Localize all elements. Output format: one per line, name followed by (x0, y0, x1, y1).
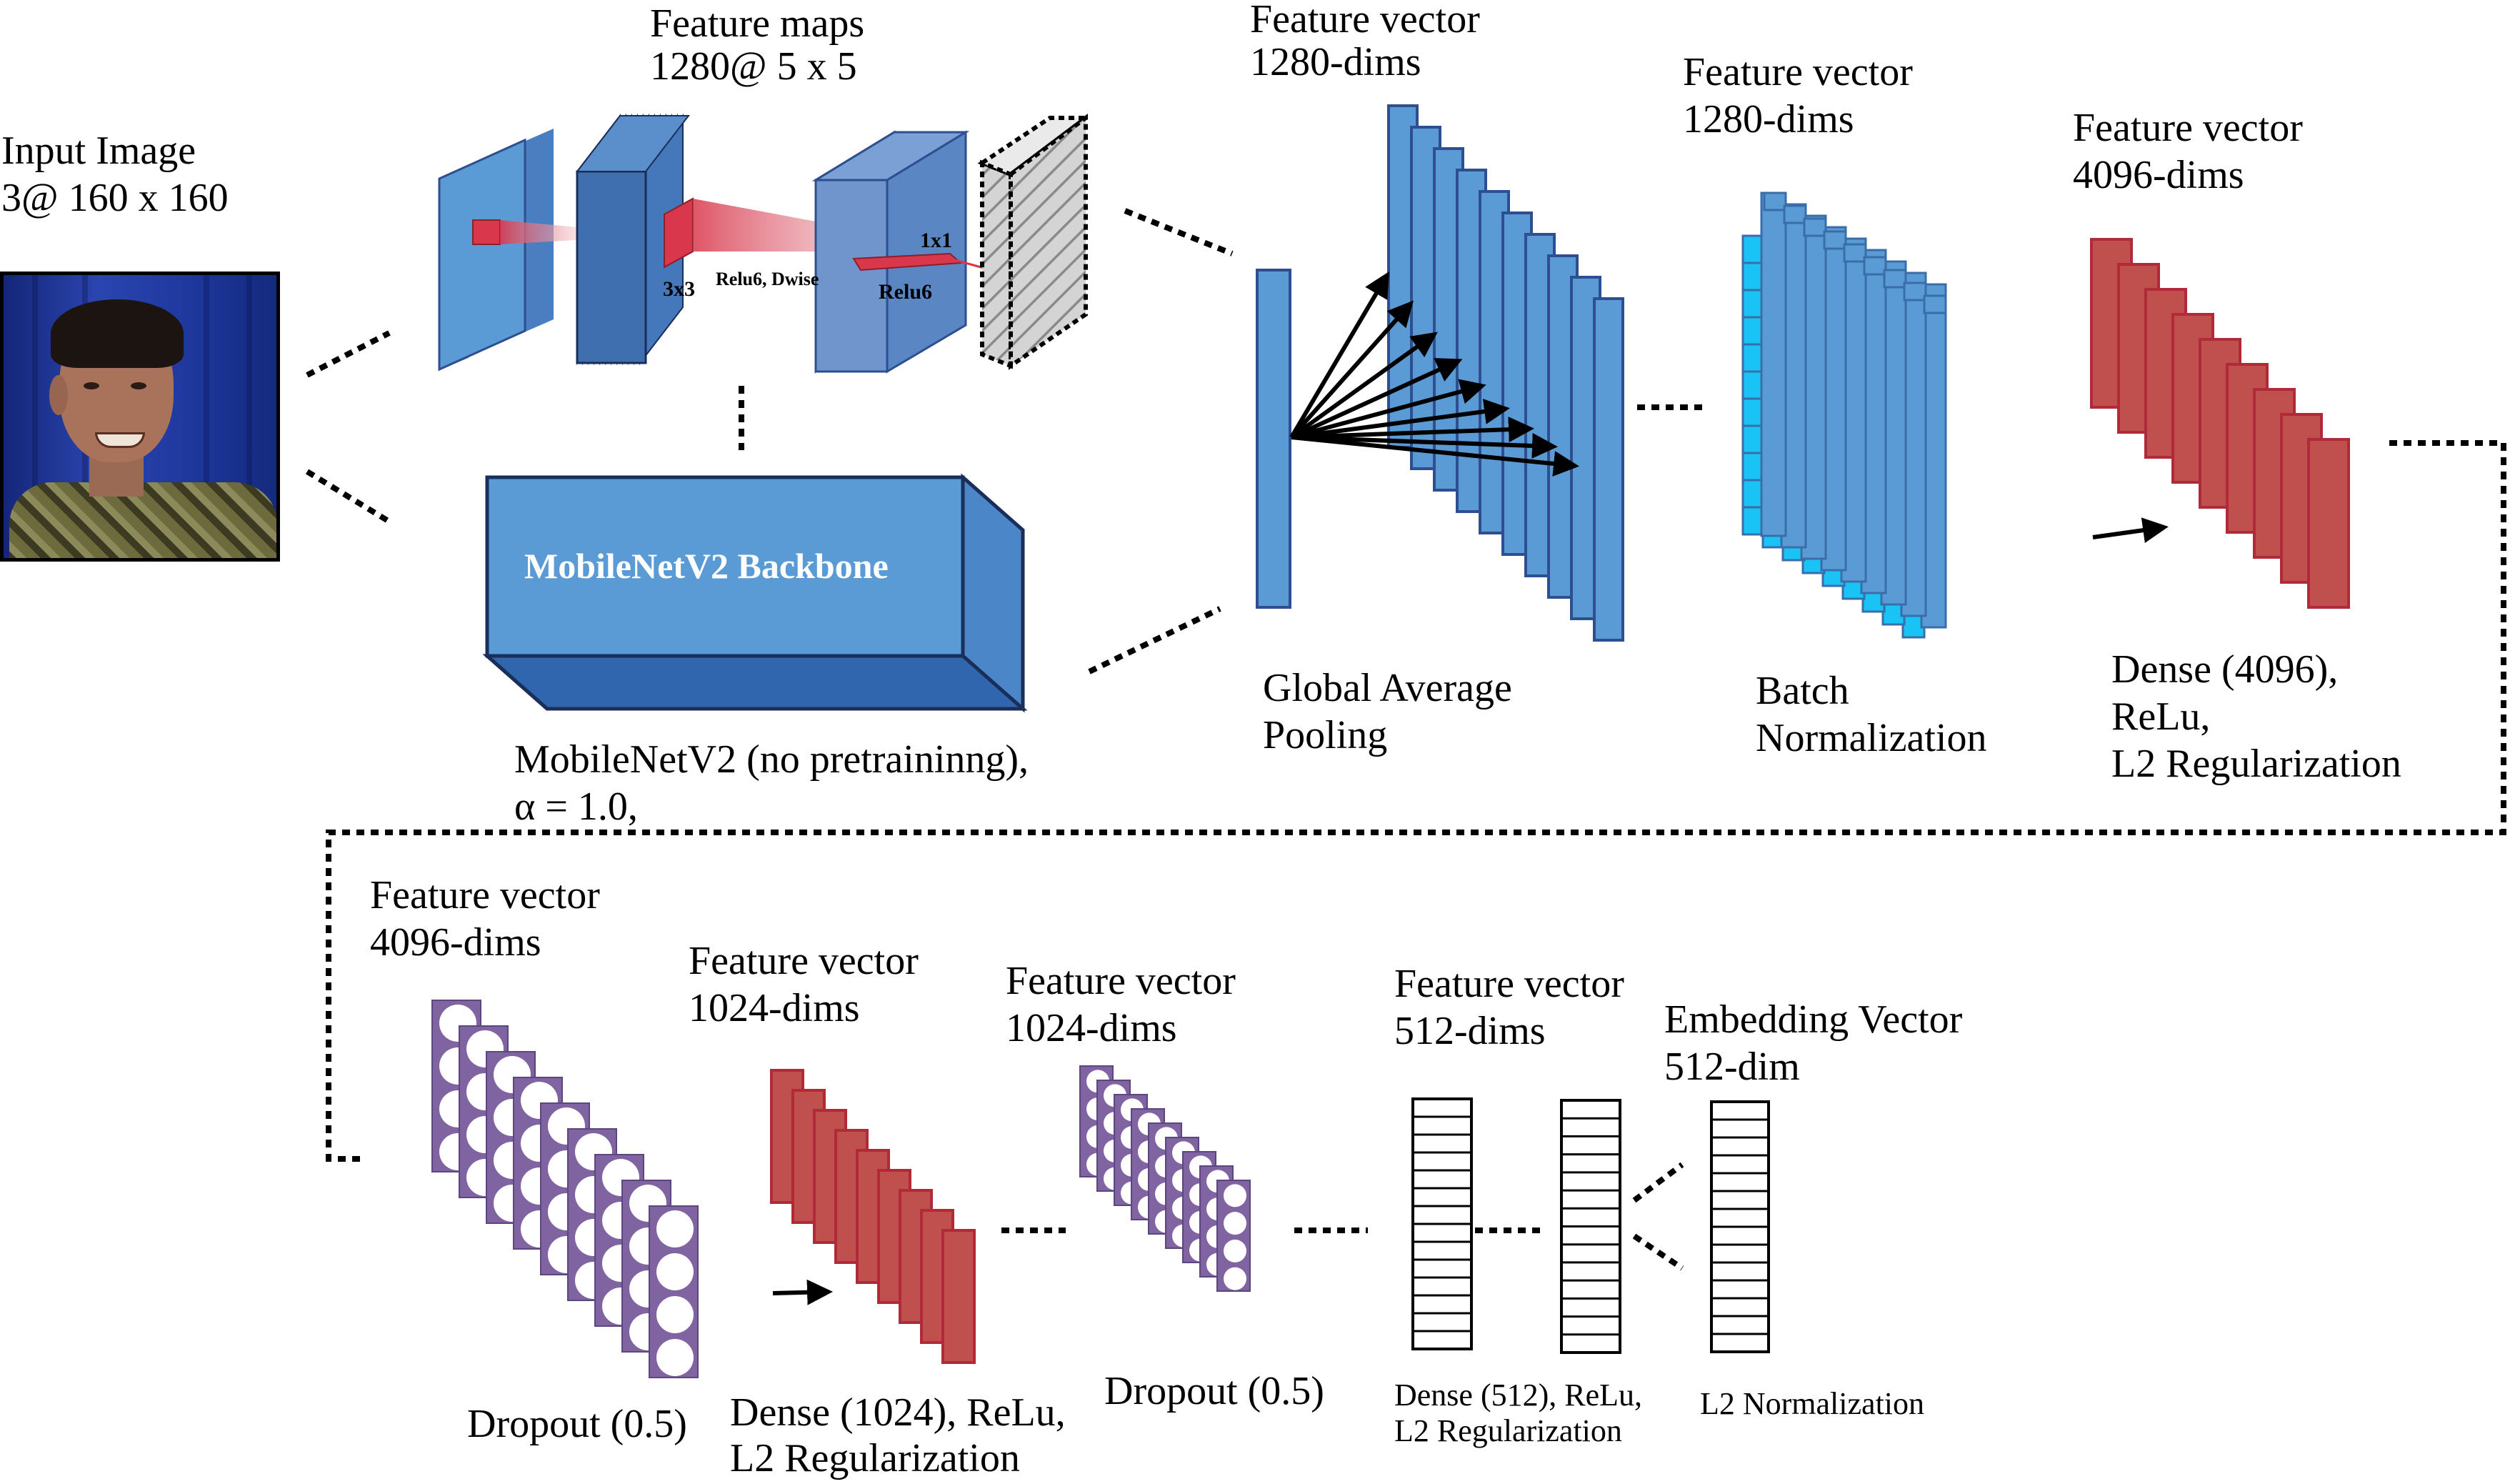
dense1024-stack (770, 1069, 976, 1364)
dropout-card (594, 1154, 644, 1327)
dropout-neuron (1224, 1239, 1246, 1263)
feature-maps-size: 1280@ 5 x 5 (650, 44, 857, 89)
dropout-neuron (656, 1210, 694, 1248)
dropout2-stage (1079, 1065, 1251, 1292)
dense1024-caption-line1: Dense (1024), ReLu, (730, 1390, 1066, 1435)
bn-top-cell (1883, 269, 1907, 289)
dense4096-caption-line3: L2 Regularization (2111, 742, 2401, 786)
dense512-caption-line1: Dense (512), ReLu, (1394, 1378, 1643, 1413)
bn-column (1741, 191, 1787, 537)
dropout1-stage (431, 1000, 699, 1378)
dense512-caption-line2: L2 Regularization (1394, 1413, 1622, 1448)
connector-input-to-featuremaps (306, 330, 391, 378)
dense1024-caption-line2: L2 Regularization (730, 1436, 1020, 1480)
dense4096-caption-line2: ReLu, (2111, 694, 2211, 739)
bn-dims: 1280-dims (1683, 97, 1854, 141)
dense4096-title: Feature vector (2073, 106, 2303, 150)
bn-top-cell (1803, 217, 1827, 237)
gap-dims: 1280-dims (1250, 40, 1421, 84)
embedding-caption: L2 Normalization (1700, 1386, 1925, 1421)
bn-top-cell (1863, 256, 1887, 276)
dense4096-stage (2090, 238, 2350, 609)
dropout1-caption: Dropout (0.5) (467, 1402, 687, 1446)
bn-title: Feature vector (1683, 50, 1913, 94)
bn-top-cell (1783, 204, 1807, 224)
label-3x3: 3x3 (663, 277, 695, 301)
dropout-neuron (656, 1339, 694, 1376)
dense4096-stack (2090, 238, 2350, 609)
gap-title: Feature vector (1250, 0, 1480, 41)
dropout1-title: Feature vector (370, 873, 600, 917)
backbone-box (482, 473, 1028, 713)
input-image (0, 272, 280, 562)
backbone-box-label: MobileNetV2 Backbone (524, 546, 889, 586)
bn-top-cell (1843, 243, 1867, 263)
dropout2-title: Feature vector (1006, 959, 1236, 1003)
kernel-1x1 (852, 252, 963, 272)
bn-stage (1741, 191, 1947, 639)
bn-caption-line1: Batch (1756, 669, 1849, 713)
dense4096-dims: 4096-dims (2073, 153, 2244, 197)
dense1024-stage (770, 1069, 976, 1364)
dropout1-dims: 4096-dims (370, 920, 541, 965)
connector-dense512-to-embedding-lower (1632, 1233, 1684, 1271)
bn-top-cell (1823, 230, 1847, 250)
gap-arrows (1289, 271, 1579, 477)
connector-input-to-backbone (305, 469, 391, 524)
embedding-title: Embedding Vector (1664, 997, 1963, 1042)
connector-row1-to-row2 (326, 440, 2506, 1162)
connector-featuremaps-to-gap (1124, 208, 1234, 257)
connectors (305, 208, 2506, 1271)
dense4096-caption-line1: Dense (4096), (2111, 647, 2339, 692)
embedding-dims: 512-dim (1664, 1045, 1800, 1089)
dropout-card (1216, 1180, 1251, 1292)
gap-vector-stack (1387, 104, 1624, 642)
input-size: 3@ 160 x 160 (1, 176, 229, 220)
dense512-title: Feature vector (1394, 962, 1624, 1006)
gap-stage (1256, 104, 1624, 642)
backbone-caption-line2: α = 1.0, (514, 785, 638, 829)
backbone-box-front (485, 475, 965, 658)
dense1024-title: Feature vector (689, 939, 919, 983)
feature-maps-title: Feature maps (650, 1, 865, 46)
bn-column-cap (1760, 191, 1787, 537)
dropout-neuron (1224, 1184, 1246, 1207)
label-relu6-dwise: Relu6, Dwise (716, 269, 819, 289)
hatched-block (980, 159, 1013, 369)
bn-top-cell (1903, 282, 1927, 302)
feature-maps-illustration (438, 113, 1092, 374)
label-1x1: 1x1 (920, 229, 952, 252)
connector-dense512-to-embedding-upper (1632, 1162, 1684, 1203)
dropout-neuron (1224, 1267, 1246, 1290)
input-title: Input Image (1, 129, 196, 173)
embedding-stage (1710, 1100, 1770, 1353)
dropout-neuron (656, 1296, 694, 1333)
connector-backbone-to-gap (1088, 606, 1221, 674)
output-block (814, 179, 889, 373)
bn-caption-line2: Normalization (1756, 716, 1987, 760)
conv-beam-1 (500, 220, 577, 244)
dropout-neuron (656, 1253, 694, 1290)
input-slab (438, 138, 526, 372)
dropout2-dims: 1024-dims (1006, 1006, 1177, 1050)
dense1024-dims: 1024-dims (689, 986, 860, 1030)
dropout2-caption: Dropout (0.5) (1104, 1369, 1324, 1413)
bn-top-cell (1923, 294, 1947, 314)
gap-input-bar (1256, 269, 1291, 609)
label-relu6: Relu6 (879, 280, 932, 304)
dense1024-arrow (772, 1279, 833, 1305)
gap-caption-line1: Global Average (1263, 666, 1512, 710)
bn-top-cell (1763, 191, 1787, 211)
dense4096-arrow (2092, 517, 2169, 543)
gap-caption-line2: Pooling (1263, 713, 1388, 757)
kernel-3x3-input (472, 219, 501, 245)
dropout-card (649, 1205, 699, 1378)
backbone-caption-line1: MobileNetV2 (no pretraininng), (514, 737, 1029, 782)
dense512-dims: 512-dims (1394, 1009, 1546, 1053)
dropout-neuron (1224, 1212, 1246, 1235)
dense512-stage (1411, 1097, 1621, 1354)
depthwise-stack (575, 114, 691, 365)
